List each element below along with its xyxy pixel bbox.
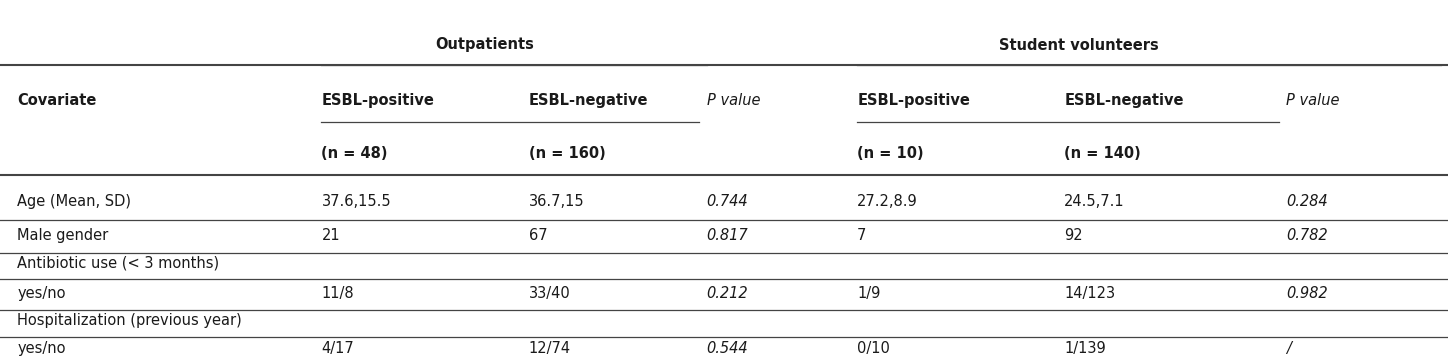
Text: (n = 10): (n = 10) [857,145,924,161]
Text: 27.2,8.9: 27.2,8.9 [857,194,918,209]
Text: 1/9: 1/9 [857,286,880,301]
Text: ESBL-negative: ESBL-negative [529,93,649,108]
Text: 14/123: 14/123 [1064,286,1115,301]
Text: Covariate: Covariate [17,93,97,108]
Text: 1/139: 1/139 [1064,341,1106,356]
Text: 92: 92 [1064,228,1083,243]
Text: P value: P value [1286,93,1339,108]
Text: 0.744: 0.744 [707,194,749,209]
Text: ESBL-positive: ESBL-positive [857,93,970,108]
Text: yes/no: yes/no [17,341,65,356]
Text: 24.5,7.1: 24.5,7.1 [1064,194,1125,209]
Text: Student volunteers: Student volunteers [999,37,1158,53]
Text: 0.544: 0.544 [707,341,749,356]
Text: 33/40: 33/40 [529,286,571,301]
Text: 0.284: 0.284 [1286,194,1328,209]
Text: Antibiotic use (< 3 months): Antibiotic use (< 3 months) [17,255,220,270]
Text: (n = 140): (n = 140) [1064,145,1141,161]
Text: Male gender: Male gender [17,228,109,243]
Text: 21: 21 [321,228,340,243]
Text: 12/74: 12/74 [529,341,571,356]
Text: ESBL-positive: ESBL-positive [321,93,434,108]
Text: (n = 48): (n = 48) [321,145,388,161]
Text: 11/8: 11/8 [321,286,355,301]
Text: 4/17: 4/17 [321,341,355,356]
Text: 36.7,15: 36.7,15 [529,194,584,209]
Text: (n = 160): (n = 160) [529,145,605,161]
Text: 0/10: 0/10 [857,341,891,356]
Text: Outpatients: Outpatients [436,37,534,53]
Text: 0.782: 0.782 [1286,228,1328,243]
Text: 67: 67 [529,228,547,243]
Text: Hospitalization (previous year): Hospitalization (previous year) [17,313,242,328]
Text: ESBL-negative: ESBL-negative [1064,93,1184,108]
Text: 0.982: 0.982 [1286,286,1328,301]
Text: 0.817: 0.817 [707,228,749,243]
Text: 0.212: 0.212 [707,286,749,301]
Text: 37.6,15.5: 37.6,15.5 [321,194,391,209]
Text: Age (Mean, SD): Age (Mean, SD) [17,194,132,209]
Text: 7: 7 [857,228,866,243]
Text: P value: P value [707,93,760,108]
Text: /: / [1286,341,1290,356]
Text: yes/no: yes/no [17,286,65,301]
